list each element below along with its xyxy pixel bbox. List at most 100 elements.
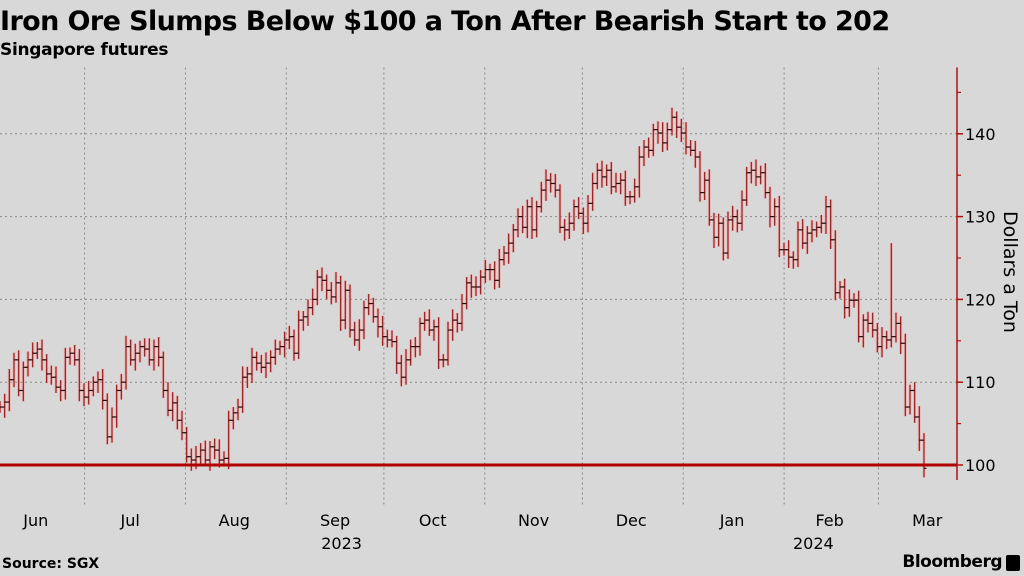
ohlc-bar (590, 172, 596, 211)
ohlc-bar (342, 280, 348, 330)
ohlc-bar (244, 366, 250, 388)
ohlc-bar (249, 347, 255, 384)
ohlc-bar (678, 118, 684, 143)
ohlc-bar (324, 274, 330, 300)
ohlc-bar (67, 347, 73, 365)
ohlc-bar (571, 199, 577, 231)
y-tick-label: 120 (965, 290, 996, 309)
ohlc-bar (34, 342, 40, 360)
ohlc-bar (380, 315, 386, 346)
ohlc-bar (655, 121, 661, 144)
ohlc-bar (310, 288, 316, 316)
ohlc-bar (599, 160, 605, 188)
ohlc-bar (118, 373, 124, 400)
x-month-label: Mar (912, 511, 943, 530)
ohlc-bar (604, 164, 610, 186)
x-month-label: Jun (22, 511, 48, 530)
ohlc-bar (240, 366, 246, 413)
ohlc-bar (408, 339, 414, 366)
ohlc-bar (188, 448, 194, 471)
ohlc-bar (688, 140, 694, 157)
ohlc-bar (706, 169, 712, 226)
ohlc-bar (338, 275, 344, 331)
ohlc-bar (613, 172, 619, 193)
x-month-label: Sep (320, 511, 350, 530)
ohlc-bar (454, 313, 460, 333)
ohlc-bar (501, 245, 507, 266)
ohlc-bar (762, 163, 768, 199)
ohlc-bar (221, 451, 227, 466)
ohlc-bar (417, 317, 423, 356)
ohlc-bar (398, 354, 404, 387)
chart-title: Iron Ore Slumps Below $100 a Ton After B… (0, 6, 890, 37)
ohlc-bar (580, 207, 586, 234)
ohlc-bar (753, 159, 759, 186)
ohlc-bar (375, 308, 381, 338)
ohlc-bar (146, 338, 152, 366)
ohlc-bar (608, 161, 614, 195)
ohlc-bar (263, 352, 269, 379)
ohlc-bar (366, 294, 372, 316)
ohlc-bar (142, 338, 148, 357)
ohlc-bar (482, 260, 488, 283)
ohlc-bar (384, 329, 390, 348)
ohlc-bar (814, 221, 820, 238)
x-month-label: Jul (119, 511, 139, 530)
ohlc-bar (202, 440, 208, 466)
ohlc-bar (548, 173, 554, 193)
ohlc-bar (566, 212, 572, 239)
ohlc-bar (468, 274, 474, 298)
ohlc-bar (282, 331, 288, 358)
y-axis: 100 110 120 130 140 (0, 67, 996, 480)
ohlc-bar (912, 382, 918, 423)
ohlc-bar (856, 290, 862, 343)
ohlc-bar (104, 393, 110, 445)
ohlc-bar (543, 169, 549, 201)
ohlc-bar (258, 354, 264, 374)
ohlc-bar (165, 382, 171, 417)
ohlc-bar (487, 263, 493, 281)
ohlc-bar (837, 281, 843, 299)
ohlc-bar (436, 317, 442, 369)
ohlc-bar (286, 325, 292, 350)
ohlc-bar (632, 178, 638, 203)
ohlc-bar (902, 333, 908, 417)
y-tick-label: 100 (965, 456, 996, 475)
ohlc-bar (725, 211, 731, 259)
ohlc-bar (585, 195, 591, 233)
ohlc-bar (674, 111, 680, 138)
ohlc-bar (86, 380, 92, 405)
ohlc-bar (114, 384, 120, 428)
ohlc-bar (916, 406, 922, 451)
ohlc-bar (356, 319, 362, 351)
ohlc-bar (720, 217, 726, 261)
ohlc-bar (669, 107, 675, 136)
ohlc-bar (828, 199, 834, 249)
ohlc-bar (520, 205, 526, 234)
ohlc-bar (730, 205, 736, 231)
ohlc-bar (758, 165, 764, 185)
ohlc-bar (748, 161, 754, 184)
ohlc-bar (459, 294, 465, 331)
ohlc-bar (268, 350, 274, 373)
ohlc-bar (128, 339, 134, 366)
ohlc-bar (818, 214, 824, 234)
y-tick-label: 140 (965, 125, 996, 144)
ohlc-bar (879, 327, 885, 358)
ohlc-bar (450, 309, 456, 341)
ohlc-bar (884, 330, 890, 350)
ohlc-bar (510, 224, 516, 253)
ohlc-bar (216, 439, 222, 468)
ohlc-bar (473, 276, 479, 297)
ohlc-bar (496, 248, 502, 288)
ohlc-bar (506, 233, 512, 264)
x-month-label: Dec (616, 511, 647, 530)
ohlc-bar (622, 170, 628, 206)
ohlc-bar (132, 343, 138, 371)
ohlc-bar (692, 140, 698, 168)
ohlc-bar (739, 190, 745, 231)
ohlc-bar (711, 212, 717, 249)
x-month-label: Oct (419, 511, 447, 530)
ohlc-bar (20, 361, 26, 402)
